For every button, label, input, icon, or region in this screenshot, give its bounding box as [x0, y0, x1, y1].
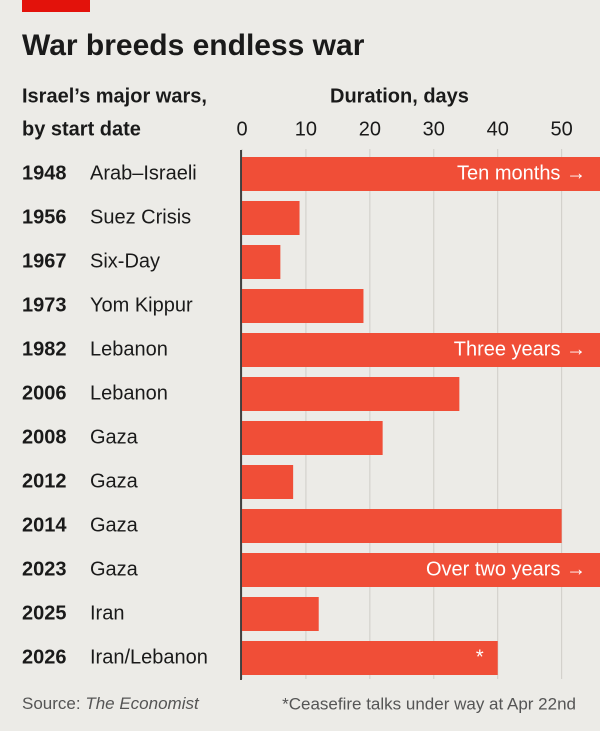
year-label: 2026 — [22, 646, 67, 668]
source-name: The Economist — [85, 694, 200, 713]
year-label: 2014 — [22, 514, 67, 536]
category-label: Lebanon — [90, 382, 168, 404]
bar — [242, 509, 562, 543]
brand-tag — [22, 0, 90, 12]
bar — [242, 465, 294, 499]
year-label: 2023 — [22, 558, 67, 580]
x-tick-label: 10 — [295, 118, 317, 140]
x-tick-label: 30 — [423, 118, 445, 140]
category-label: Iran — [90, 602, 124, 624]
year-label: 1973 — [22, 294, 67, 316]
value-label: Three years → — [454, 338, 586, 360]
bar — [242, 333, 600, 367]
year-label: 2025 — [22, 602, 67, 624]
axis-title: Duration, days — [330, 85, 469, 107]
labels: 0 10 20 30 40 50 1948 Arab–Israeli Ten months → 1… — [22, 118, 586, 668]
category-label: Arab–Israeli — [90, 162, 197, 184]
value-label: Over two years → — [426, 558, 586, 580]
category-label: Lebanon — [90, 338, 168, 360]
bars — [242, 157, 600, 675]
bar — [242, 289, 364, 323]
footnote: *Ceasefire talks under way at Apr 22nd — [282, 694, 576, 713]
category-label: Suez Crisis — [90, 206, 191, 228]
source: Source: The Economist — [22, 694, 200, 713]
subtitle: Israel’s major wars, — [22, 85, 207, 107]
bar — [242, 641, 498, 675]
year-label: 2006 — [22, 382, 67, 404]
category-label: Iran/Lebanon — [90, 646, 208, 668]
bar — [242, 421, 383, 455]
grid — [241, 149, 563, 679]
x-tick-label: 40 — [487, 118, 509, 140]
bar — [242, 245, 281, 279]
year-label: 1967 — [22, 250, 67, 272]
x-tick-label: 20 — [359, 118, 381, 140]
bar — [242, 553, 600, 587]
category-label: Six-Day — [90, 250, 160, 272]
value-label: * — [476, 646, 484, 668]
x-tick-label: 50 — [551, 118, 573, 140]
category-label: Gaza — [90, 470, 139, 492]
subtitle: by start date — [22, 118, 141, 140]
category-label: Yom Kippur — [90, 294, 193, 316]
category-label: Gaza — [90, 558, 139, 580]
value-label: Ten months → — [457, 162, 586, 184]
year-label: 1948 — [22, 162, 67, 184]
bar — [242, 377, 460, 411]
category-label: Gaza — [90, 514, 139, 536]
chart-title: War breeds endless war — [22, 29, 365, 62]
year-label: 2008 — [22, 426, 67, 448]
x-tick-label: 0 — [236, 118, 247, 140]
bar — [242, 201, 300, 235]
bar — [242, 157, 600, 191]
year-label: 1956 — [22, 206, 67, 228]
category-label: Gaza — [90, 426, 139, 448]
source-label: Source: — [22, 694, 81, 713]
bar — [242, 597, 319, 631]
year-label: 2012 — [22, 470, 67, 492]
year-label: 1982 — [22, 338, 67, 360]
